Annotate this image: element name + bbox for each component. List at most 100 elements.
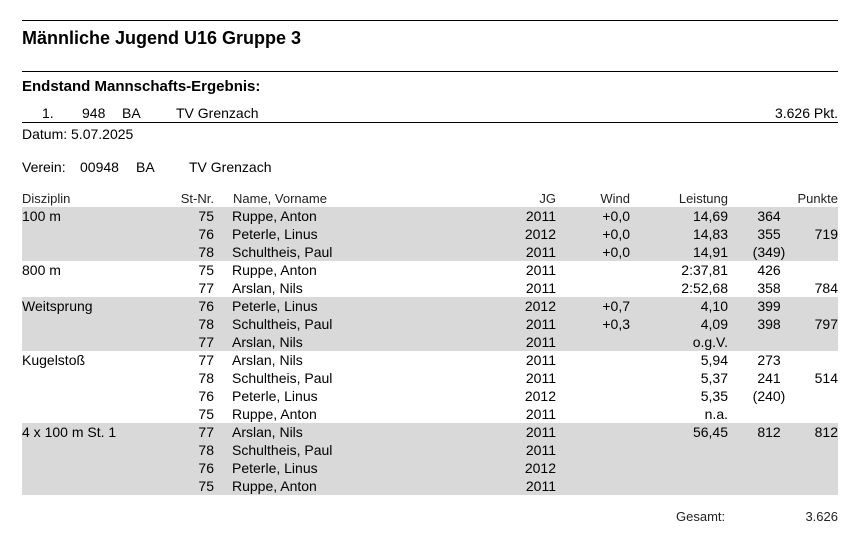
top-rule: [22, 20, 838, 21]
table-row: 78 Schultheis, Paul 2011 +0,0 14,91 (349): [22, 243, 838, 261]
birth-year-cell: 2011: [525, 478, 556, 494]
discipline-cell: 4 x 100 m St. 1: [22, 424, 117, 440]
points-cell: 364: [757, 208, 781, 224]
athlete-name-cell: Ruppe, Anton: [232, 478, 317, 494]
wind-cell: +0,7: [602, 298, 630, 314]
points-cell: (349): [752, 244, 786, 260]
table-row: 78 Schultheis, Paul 2011 5,37 241 514: [22, 369, 838, 387]
start-number-cell: 77: [198, 352, 214, 368]
section-title: Endstand Mannschafts-Ergebnis:: [22, 78, 261, 95]
club-name: TV Grenzach: [189, 159, 272, 175]
points-cell: 241: [757, 370, 781, 386]
start-number-cell: 75: [198, 262, 214, 278]
team-points-cell: 514: [814, 370, 838, 386]
standing-number: 948: [82, 105, 106, 121]
team-points-cell: 797: [814, 316, 838, 332]
club-label: Verein:: [22, 159, 66, 175]
performance-cell: 4,10: [700, 298, 728, 314]
athlete-name-cell: Arslan, Nils: [232, 424, 303, 440]
discipline-cell: 800 m: [22, 262, 61, 278]
start-number-cell: 76: [198, 388, 214, 404]
wind-cell: +0,0: [602, 208, 630, 224]
birth-year-cell: 2011: [525, 316, 556, 332]
performance-cell: 4,09: [700, 316, 728, 332]
start-number-cell: 77: [198, 280, 214, 296]
birth-year-cell: 2012: [524, 226, 556, 242]
title-rule: [22, 71, 838, 72]
points-cell: (240): [752, 388, 786, 404]
start-number-cell: 78: [198, 442, 214, 458]
header-discipline: Disziplin: [22, 191, 71, 206]
header-performance: Leistung: [678, 191, 728, 206]
table-row: 100 m 75 Ruppe, Anton 2011 +0,0 14,69 364: [22, 207, 838, 225]
wind-cell: +0,0: [602, 244, 630, 260]
performance-cell: 5,37: [700, 370, 728, 386]
club-region: BA: [136, 159, 155, 175]
header-jg: JG: [539, 191, 556, 206]
athlete-name-cell: Arslan, Nils: [232, 352, 303, 368]
standing-region: BA: [122, 105, 141, 121]
discipline-cell: 100 m: [22, 208, 61, 224]
table-row: 800 m 75 Ruppe, Anton 2011 2:37,81 426: [22, 261, 838, 279]
table-row: 77 Arslan, Nils 2011 2:52,68 358 784: [22, 279, 838, 297]
athlete-name-cell: Peterle, Linus: [232, 460, 318, 476]
performance-cell: 14,83: [692, 226, 728, 242]
athlete-name-cell: Schultheis, Paul: [232, 370, 333, 386]
start-number-cell: 76: [198, 226, 214, 242]
athlete-name-cell: Arslan, Nils: [232, 280, 303, 296]
header-points: Punkte: [797, 191, 838, 206]
club-number: 00948: [80, 159, 119, 175]
team-points-cell: 812: [814, 424, 838, 440]
discipline-cell: Weitsprung: [22, 298, 93, 314]
total-label: Gesamt:: [676, 509, 726, 524]
table-row: 76 Peterle, Linus 2012 5,35 (240): [22, 387, 838, 405]
athlete-name-cell: Schultheis, Paul: [232, 244, 333, 260]
table-row: Kugelstoß 77 Arslan, Nils 2011 5,94 273: [22, 351, 838, 369]
discipline-cell: Kugelstoß: [22, 352, 86, 368]
performance-cell: n.a.: [704, 406, 728, 422]
birth-year-cell: 2012: [524, 388, 556, 404]
points-cell: 358: [757, 280, 781, 296]
discipline-group: Kugelstoß 77 Arslan, Nils 2011 5,94 273 78 Schu…: [22, 351, 838, 423]
athlete-name-cell: Schultheis, Paul: [232, 316, 333, 332]
performance-cell: 5,35: [700, 388, 728, 404]
start-number-cell: 76: [198, 460, 214, 476]
start-number-cell: 78: [198, 316, 214, 332]
birth-year-cell: 2011: [525, 442, 556, 458]
points-cell: 355: [757, 226, 781, 242]
birth-year-cell: 2011: [525, 352, 556, 368]
start-number-cell: 77: [198, 334, 214, 350]
date-line: Datum: 5.07.2025: [22, 126, 134, 142]
table-row: 4 x 100 m St. 1 77 Arslan, Nils 2011 56,45 81…: [22, 423, 838, 441]
discipline-group: 100 m 75 Ruppe, Anton 2011 +0,0 14,69 364 76 Pet…: [22, 207, 838, 261]
athlete-name-cell: Peterle, Linus: [232, 226, 318, 242]
start-number-cell: 75: [198, 208, 214, 224]
team-points-cell: 719: [814, 226, 838, 242]
athlete-name-cell: Schultheis, Paul: [232, 442, 333, 458]
start-number-cell: 78: [198, 244, 214, 260]
birth-year-cell: 2011: [525, 280, 556, 296]
performance-cell: o.g.V.: [692, 334, 728, 350]
standing-points: 3.626 Pkt.: [774, 105, 838, 121]
birth-year-cell: 2012: [524, 460, 556, 476]
table-row: 77 Arslan, Nils 2011 o.g.V.: [22, 333, 838, 351]
discipline-group: Weitsprung 76 Peterle, Linus 2012 +0,7 4,10 39…: [22, 297, 838, 351]
performance-cell: 2:52,68: [681, 280, 728, 296]
athlete-name-cell: Peterle, Linus: [232, 388, 318, 404]
table-row: 75 Ruppe, Anton 2011: [22, 477, 838, 495]
points-cell: 398: [757, 316, 781, 332]
points-cell: 273: [757, 352, 781, 368]
discipline-group: 800 m 75 Ruppe, Anton 2011 2:37,81 426 77 Arsla…: [22, 261, 838, 297]
table-row: 78 Schultheis, Paul 2011: [22, 441, 838, 459]
start-number-cell: 76: [198, 298, 214, 314]
table-row: 76 Peterle, Linus 2012: [22, 459, 838, 477]
birth-year-cell: 2011: [525, 370, 556, 386]
results-table: 100 m 75 Ruppe, Anton 2011 +0,0 14,69 364 76 Pet…: [22, 207, 838, 495]
performance-cell: 56,45: [692, 424, 728, 440]
birth-year-cell: 2011: [525, 244, 556, 260]
performance-cell: 5,94: [700, 352, 728, 368]
start-number-cell: 75: [198, 406, 214, 422]
total-value: 3.626: [805, 509, 838, 524]
header-wind: Wind: [600, 191, 630, 206]
table-row: 75 Ruppe, Anton 2011 n.a.: [22, 405, 838, 423]
